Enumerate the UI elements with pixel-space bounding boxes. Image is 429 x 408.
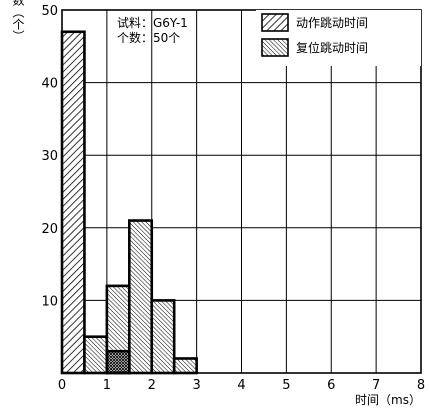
annotation-line: 试料：G6Y-1 bbox=[117, 15, 188, 30]
histogram-bar bbox=[172, 357, 198, 375]
x-tick-label: 3 bbox=[192, 378, 200, 393]
x-tick-label: 6 bbox=[327, 378, 335, 393]
x-tick-label: 7 bbox=[372, 378, 380, 393]
histogram-bar bbox=[150, 299, 176, 375]
histogram-bar bbox=[105, 349, 131, 375]
y-axis-title: 个数（个） bbox=[11, 0, 25, 42]
x-tick-label: 0 bbox=[58, 378, 66, 393]
annotation-block: 试料：G6Y-1个数：50个 bbox=[117, 15, 188, 45]
histogram-bar bbox=[60, 30, 86, 375]
x-axis-title: 时间（ms） bbox=[355, 393, 421, 407]
plot-border bbox=[61, 9, 422, 374]
x-tick-label: 1 bbox=[103, 378, 111, 393]
x-axis-title-text: 时间（ms） bbox=[355, 393, 421, 407]
histogram-bar bbox=[128, 219, 154, 375]
y-tick-label: 10 bbox=[41, 294, 58, 309]
y-tick-label: 40 bbox=[41, 77, 58, 92]
x-tick-label: 5 bbox=[282, 378, 290, 393]
y-tick-label: 30 bbox=[41, 149, 58, 164]
legend-swatch bbox=[261, 13, 289, 32]
x-tick-label: 2 bbox=[148, 378, 156, 393]
legend-label: 复位跳动时间 bbox=[296, 40, 368, 55]
x-tick-label: 8 bbox=[417, 378, 425, 393]
plot-frame bbox=[61, 9, 422, 374]
x-tick-label: 4 bbox=[237, 378, 245, 393]
y-tick-label: 20 bbox=[41, 222, 58, 237]
histogram-bar bbox=[83, 335, 109, 375]
annotation-line: 个数：50个 bbox=[117, 30, 180, 45]
legend-swatch bbox=[261, 38, 289, 57]
tick-labels: 0 1 2 3 4 5 6 7 8 10 20 30 40 50 bbox=[41, 4, 425, 393]
y-axis-title-text: 个数（个） bbox=[11, 0, 25, 42]
grid-lines bbox=[62, 10, 421, 373]
y-tick-label: 50 bbox=[41, 4, 58, 19]
legend-label: 动作跳动时间 bbox=[296, 16, 368, 30]
